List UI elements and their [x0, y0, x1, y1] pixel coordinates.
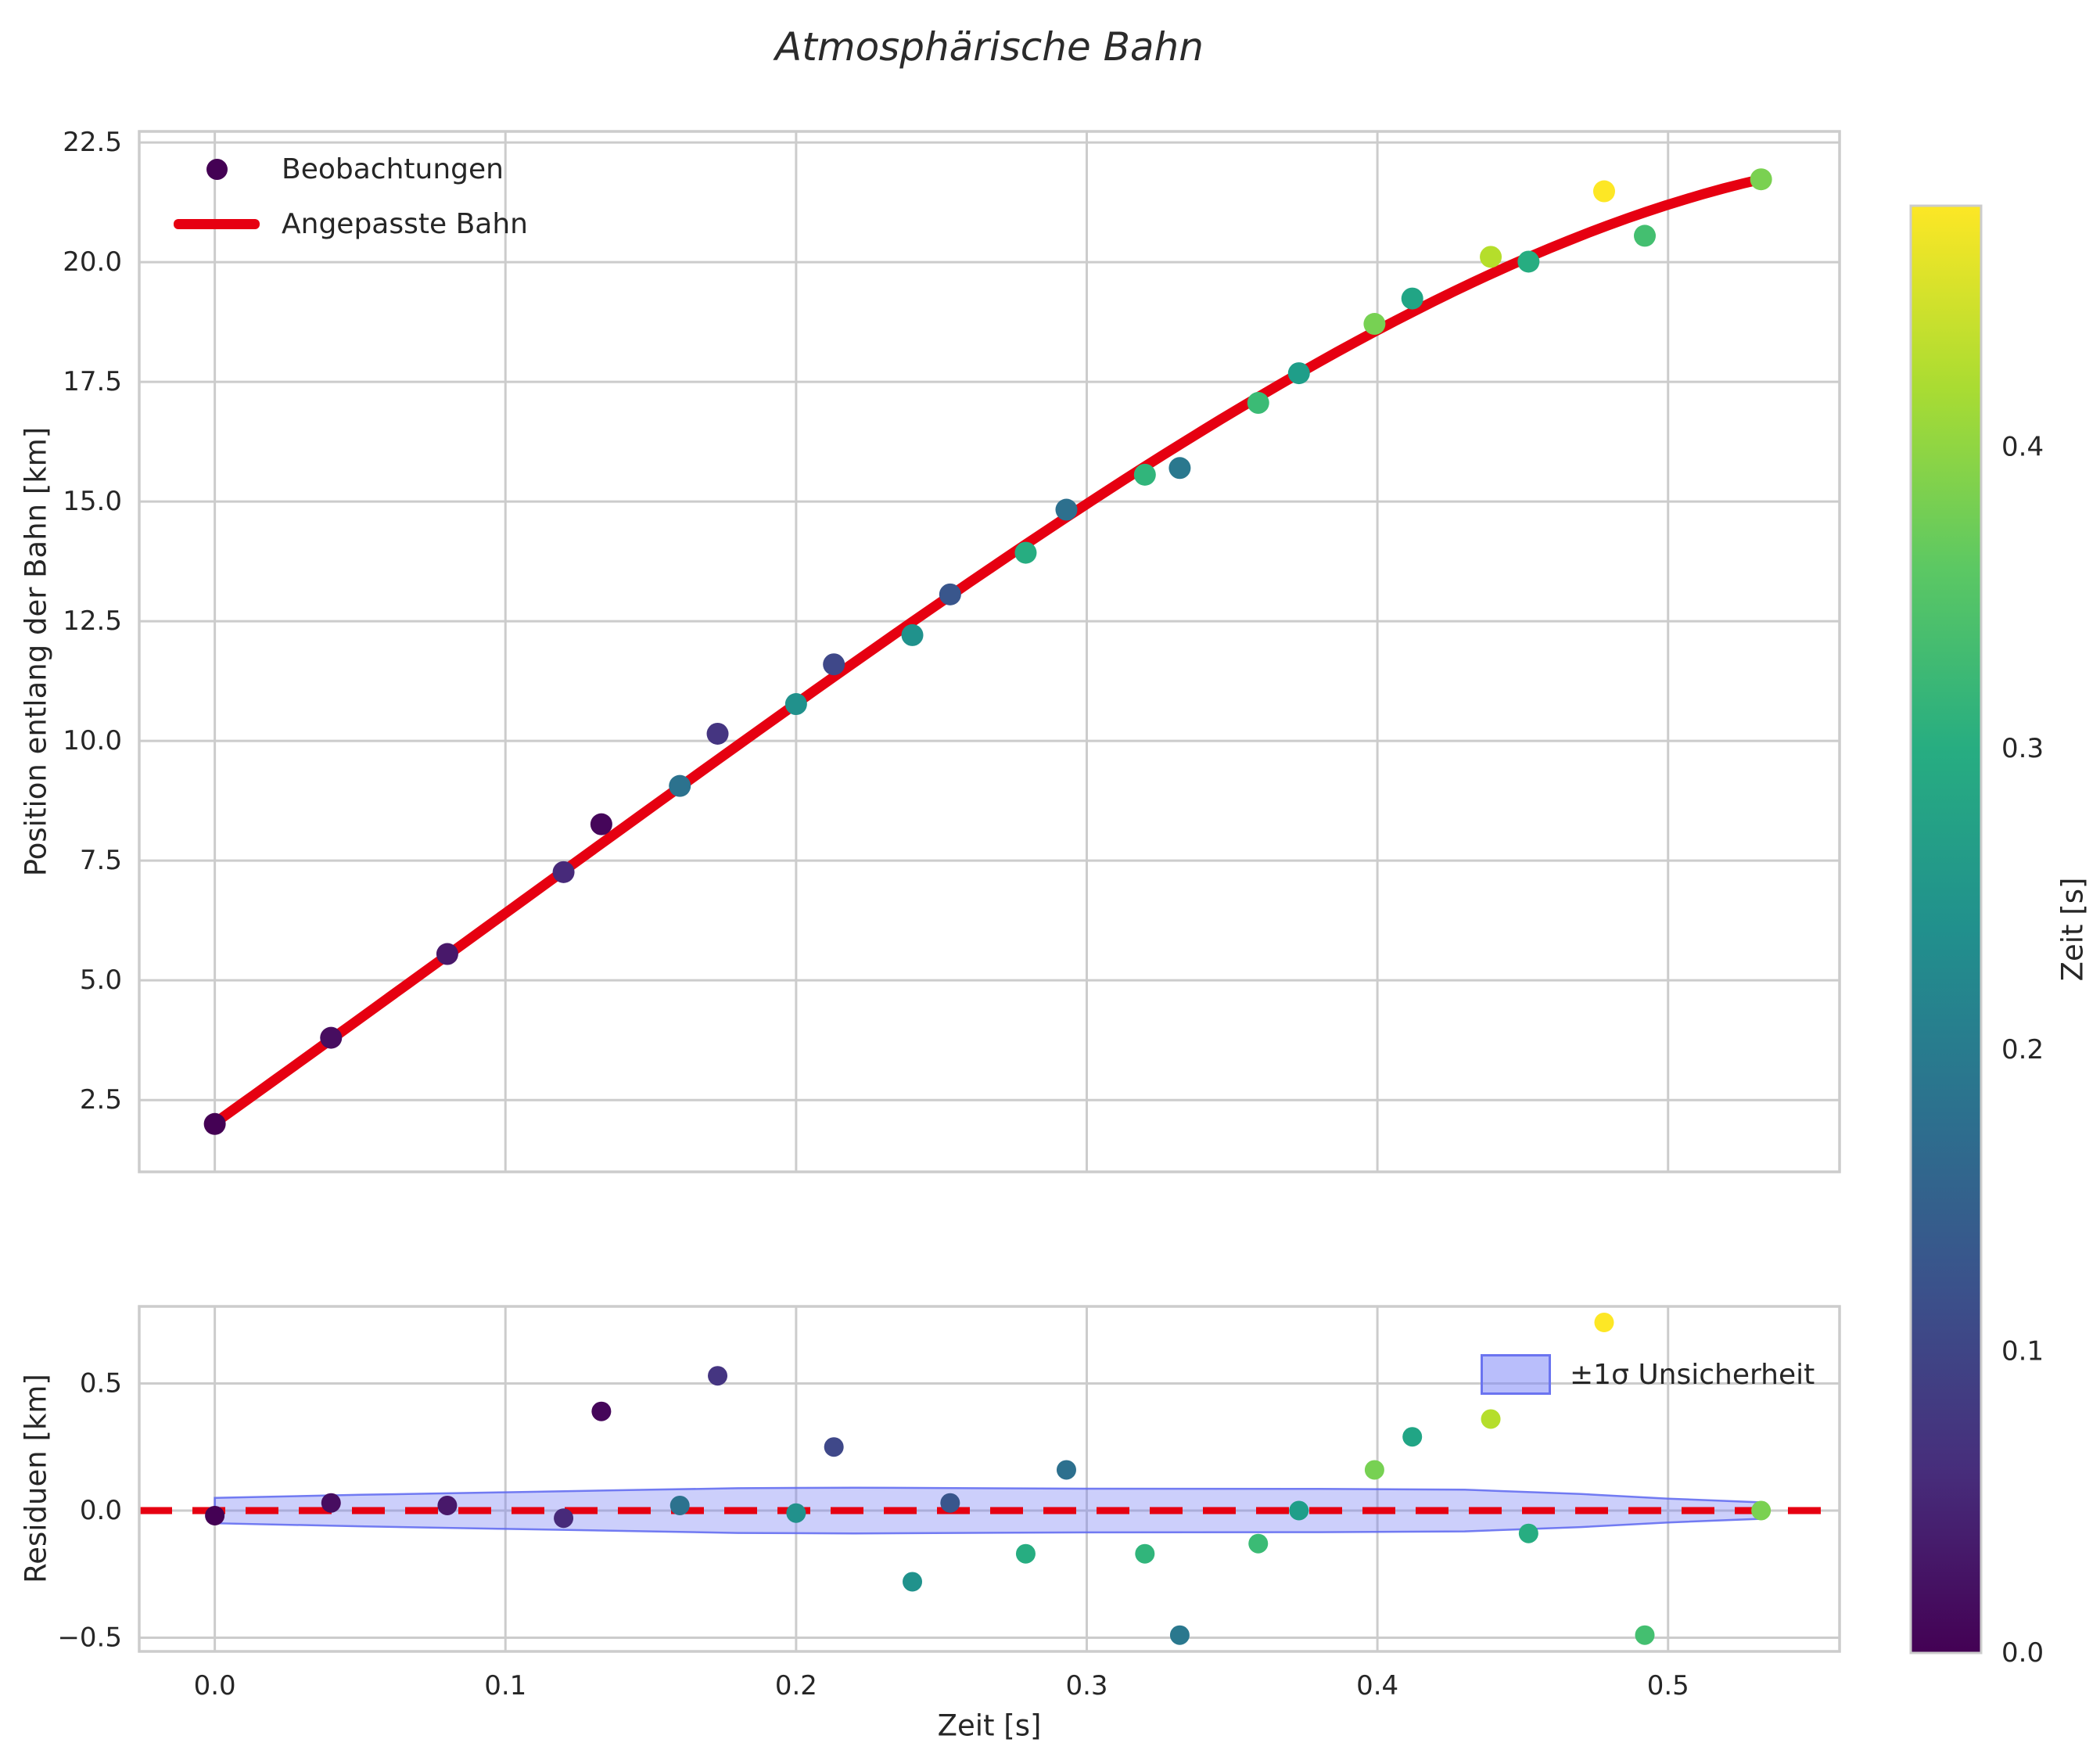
colorbar-tick-label: 0.4	[2001, 431, 2044, 462]
observation-point	[1480, 246, 1502, 268]
observation-point	[1750, 168, 1772, 191]
observation-point	[784, 693, 807, 716]
observation-point	[939, 583, 961, 605]
observation-point	[1592, 180, 1615, 203]
y-tick-label-resid: −0.5	[57, 1622, 122, 1653]
y-tick-label-main: 12.5	[63, 605, 122, 637]
residual-point	[1751, 1500, 1772, 1521]
colorbar-tick-label: 0.0	[2001, 1637, 2044, 1669]
residual-point	[591, 1401, 612, 1421]
observation-point	[1247, 392, 1269, 415]
residual-point	[1481, 1409, 1501, 1429]
residual-point	[669, 1495, 690, 1515]
y-tick-label-main: 5.0	[80, 965, 122, 996]
y-tick-label-main: 2.5	[80, 1084, 122, 1116]
fitted-curve	[210, 174, 1768, 1129]
legend-resid: ±1σ Unsicherheit	[1481, 1354, 1815, 1395]
observation-point	[1517, 250, 1540, 273]
legend-band-swatch	[1481, 1354, 1551, 1395]
observation-point	[901, 623, 924, 646]
y-tick-label-resid: 0.0	[80, 1495, 122, 1526]
residual-point	[1364, 1460, 1384, 1480]
legend-main: Beobachtungen Angepasste Bahn	[174, 149, 528, 244]
observation-point	[1014, 541, 1037, 564]
x-axis-label: Zeit [s]	[937, 1708, 1042, 1743]
legend-item-fit: Angepasste Bahn	[174, 203, 528, 244]
legend-label-observations: Beobachtungen	[282, 153, 504, 185]
resid-axes-frame	[138, 1305, 1841, 1653]
x-tick-label: 0.0	[194, 1670, 236, 1701]
residual-point	[708, 1366, 728, 1386]
y-tick-label-main: 7.5	[80, 845, 122, 876]
observation-point	[823, 653, 845, 676]
colorbar-tick-label: 0.3	[2001, 733, 2044, 764]
observation-point	[1055, 498, 1078, 521]
colorbar-tick-label: 0.1	[2001, 1336, 2044, 1367]
observation-point	[1168, 457, 1191, 480]
y-tick-label-main: 10.0	[63, 725, 122, 756]
residual-point	[1635, 1625, 1655, 1645]
residual-point	[940, 1493, 960, 1513]
y-axis-label-main: Position entlang der Bahn [km]	[19, 426, 53, 877]
observation-point	[1287, 362, 1310, 385]
x-tick-label: 0.1	[484, 1670, 526, 1701]
colorbar	[1909, 204, 1983, 1655]
residual-point	[903, 1572, 923, 1592]
residual-point	[437, 1495, 458, 1515]
legend-label-fit: Angepasste Bahn	[282, 207, 528, 240]
main-axes-frame	[138, 130, 1841, 1173]
observation-point	[669, 774, 691, 797]
y-tick-label-main: 20.0	[63, 246, 122, 278]
y-tick-label-main: 22.5	[63, 127, 122, 158]
legend-label-band: ±1σ Unsicherheit	[1570, 1358, 1815, 1391]
residual-point	[824, 1437, 844, 1457]
residual-point	[554, 1508, 574, 1529]
chart-title: Atmosphärische Bahn	[775, 24, 1204, 70]
residual-point	[1594, 1312, 1614, 1332]
colorbar-tick-label: 0.2	[2001, 1034, 2044, 1065]
observation-point	[706, 722, 729, 745]
residual-point	[1056, 1460, 1076, 1480]
y-tick-label-main: 15.0	[63, 486, 122, 517]
y-axis-label-resid: Residuen [km]	[19, 1374, 53, 1583]
observation-point	[1401, 287, 1423, 310]
residual-point	[1248, 1533, 1269, 1554]
x-tick-label: 0.4	[1356, 1670, 1398, 1701]
residual-point	[205, 1505, 225, 1525]
y-tick-label-main: 17.5	[63, 366, 122, 397]
residual-point	[786, 1503, 806, 1523]
residual-point	[1518, 1523, 1538, 1543]
residual-point	[1015, 1543, 1036, 1564]
observation-point	[320, 1026, 343, 1049]
residual-point	[1135, 1543, 1155, 1564]
legend-item-observations: Beobachtungen	[174, 149, 528, 189]
legend-dot-marker	[174, 158, 260, 180]
residual-point	[1289, 1500, 1309, 1521]
legend-line-marker	[174, 218, 260, 229]
observation-point	[436, 943, 458, 965]
x-tick-label: 0.3	[1065, 1670, 1107, 1701]
observation-point	[552, 861, 575, 883]
observation-point	[1634, 225, 1657, 247]
observation-point	[1133, 463, 1156, 486]
observation-point	[203, 1112, 226, 1135]
y-tick-label-resid: 0.5	[80, 1367, 122, 1399]
x-tick-label: 0.5	[1647, 1670, 1689, 1701]
observation-point	[1363, 313, 1386, 336]
residual-point	[1169, 1625, 1190, 1645]
observation-point	[590, 813, 612, 835]
residual-point	[321, 1493, 341, 1513]
colorbar-label: Zeit [s]	[2055, 877, 2090, 982]
x-tick-label: 0.2	[775, 1670, 817, 1701]
residual-point	[1402, 1427, 1423, 1447]
